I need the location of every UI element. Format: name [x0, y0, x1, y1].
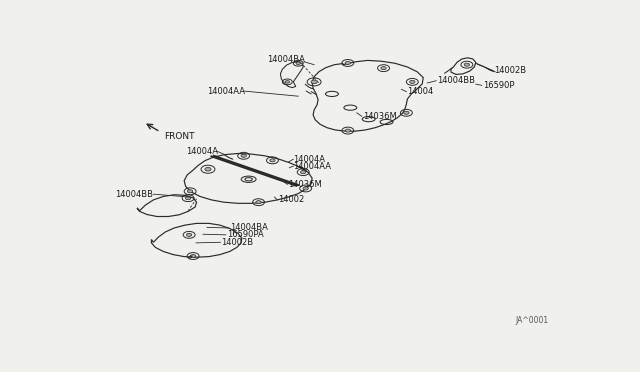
Circle shape [410, 80, 415, 83]
Circle shape [404, 111, 409, 114]
Text: 14002B: 14002B [221, 238, 253, 247]
Circle shape [191, 254, 196, 257]
Text: 14004: 14004 [408, 87, 434, 96]
Circle shape [241, 154, 246, 157]
Text: 14004BB: 14004BB [115, 190, 154, 199]
Circle shape [188, 190, 193, 193]
Text: FRONT: FRONT [164, 132, 195, 141]
Text: 14004BB: 14004BB [437, 76, 475, 85]
Text: 14036M: 14036M [288, 180, 322, 189]
Circle shape [303, 187, 308, 190]
Circle shape [186, 197, 191, 200]
Circle shape [464, 63, 470, 66]
Text: 14004BA: 14004BA [230, 224, 268, 232]
Text: 14002: 14002 [278, 195, 305, 204]
Circle shape [186, 233, 192, 236]
Text: 14004A: 14004A [186, 147, 218, 156]
Text: 16590P: 16590P [483, 81, 515, 90]
Circle shape [285, 81, 289, 83]
Text: 16590PA: 16590PA [227, 230, 264, 239]
Circle shape [345, 129, 351, 132]
Circle shape [311, 80, 317, 84]
Text: 14004AA: 14004AA [207, 87, 244, 96]
Circle shape [301, 170, 306, 174]
Text: 14036M: 14036M [363, 112, 396, 121]
Text: 14002B: 14002B [493, 66, 526, 75]
Text: 14004BA: 14004BA [268, 55, 305, 64]
Circle shape [205, 167, 211, 171]
Circle shape [270, 159, 275, 162]
Circle shape [381, 67, 386, 70]
Text: JA^0001: JA^0001 [516, 316, 548, 325]
Circle shape [345, 61, 351, 64]
Circle shape [296, 62, 300, 65]
Text: 14004AA: 14004AA [293, 161, 332, 171]
Circle shape [256, 201, 261, 204]
Text: 14004A: 14004A [293, 155, 325, 164]
